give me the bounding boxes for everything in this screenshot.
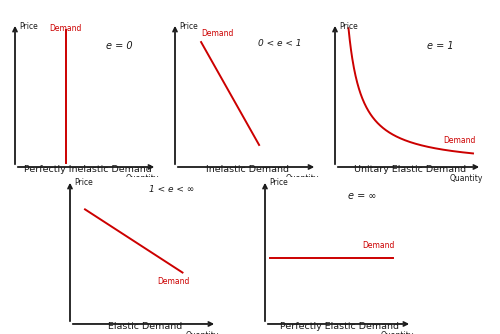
Text: Demand: Demand [362, 241, 395, 250]
Text: Inelastic Demand: Inelastic Demand [206, 165, 289, 174]
Text: Price: Price [180, 21, 198, 30]
Text: e = ∞: e = ∞ [348, 191, 377, 201]
Text: Quantity: Quantity [285, 174, 318, 183]
Text: 0 < e < 1: 0 < e < 1 [258, 39, 301, 48]
Text: Demand: Demand [157, 277, 190, 286]
Text: Demand: Demand [50, 24, 82, 33]
Text: Quantity: Quantity [125, 174, 158, 183]
Text: 1 < e < ∞: 1 < e < ∞ [150, 185, 194, 194]
Text: Price: Price [340, 21, 358, 30]
Text: Elastic Demand: Elastic Demand [108, 322, 182, 331]
Text: Price: Price [270, 178, 288, 187]
Text: Quantity: Quantity [185, 331, 218, 334]
Text: Demand: Demand [201, 29, 234, 38]
Text: Price: Price [74, 178, 93, 187]
Text: Price: Price [20, 21, 38, 30]
Text: Quantity: Quantity [450, 174, 484, 183]
Text: Quantity: Quantity [380, 331, 414, 334]
Text: e = 1: e = 1 [426, 41, 454, 51]
Text: Demand: Demand [443, 136, 476, 145]
Text: Perfectly Inelastic Demand: Perfectly Inelastic Demand [24, 165, 152, 174]
Text: Perfectly Elastic Demand: Perfectly Elastic Demand [280, 322, 400, 331]
Text: Unitary Elastic Demand: Unitary Elastic Demand [354, 165, 466, 174]
Text: e = 0: e = 0 [106, 41, 132, 51]
